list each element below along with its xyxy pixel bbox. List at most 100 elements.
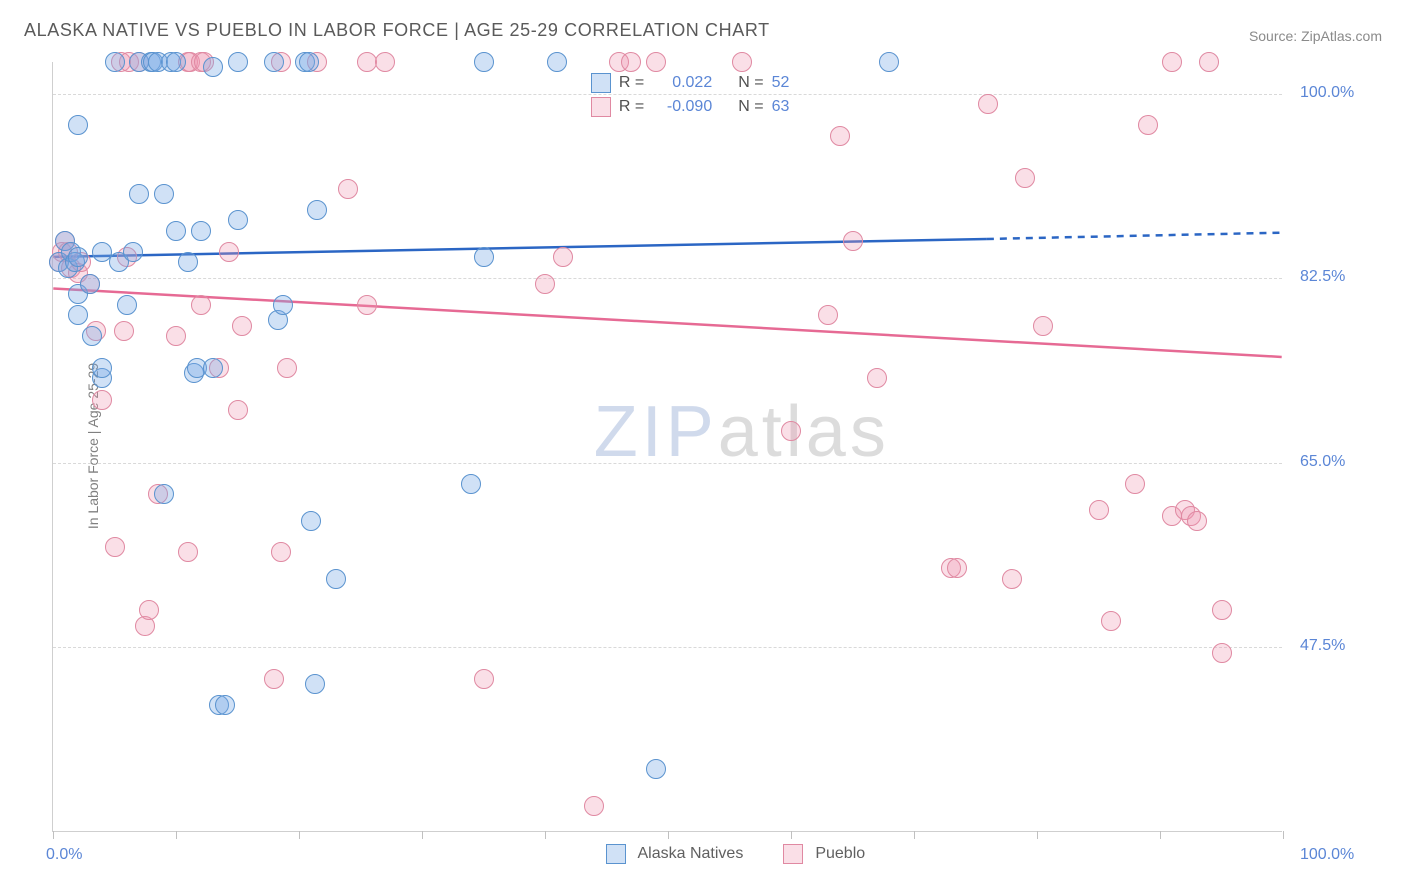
legend-r-value: 0.022 <box>652 71 712 95</box>
x-tick <box>668 831 669 839</box>
point-alaska <box>68 115 88 135</box>
trend-lines-svg <box>53 62 1282 831</box>
x-tick <box>791 831 792 839</box>
point-pueblo <box>105 537 125 557</box>
source-attribution: Source: ZipAtlas.com <box>1249 28 1382 44</box>
x-max-label: 100.0% <box>1300 846 1352 864</box>
point-alaska <box>80 274 100 294</box>
y-tick-label: 82.5% <box>1300 268 1345 286</box>
point-pueblo <box>843 231 863 251</box>
y-tick-label: 100.0% <box>1300 84 1354 102</box>
point-alaska <box>547 52 567 72</box>
point-alaska <box>178 252 198 272</box>
point-pueblo <box>947 558 967 578</box>
point-alaska <box>474 247 494 267</box>
point-alaska <box>307 200 327 220</box>
point-alaska <box>191 221 211 241</box>
point-alaska <box>123 242 143 262</box>
legend-r-label: R = <box>619 71 644 95</box>
legend-n-label: N = <box>738 95 763 119</box>
point-alaska <box>166 221 186 241</box>
point-pueblo <box>139 600 159 620</box>
watermark: ZIPatlas <box>594 391 890 473</box>
legend-swatch <box>606 844 626 864</box>
point-alaska <box>166 52 186 72</box>
legend-n-value: 63 <box>772 95 790 119</box>
legend-r-label: R = <box>619 95 644 119</box>
point-alaska <box>82 326 102 346</box>
point-pueblo <box>1002 569 1022 589</box>
point-pueblo <box>474 669 494 689</box>
gridline-h <box>53 278 1282 279</box>
legend-series-label: Pueblo <box>815 845 865 863</box>
point-alaska <box>105 52 125 72</box>
point-alaska <box>203 57 223 77</box>
point-pueblo <box>1125 474 1145 494</box>
legend-correlation: R =0.022N =52R =-0.090N =63 <box>582 66 798 124</box>
x-tick <box>299 831 300 839</box>
point-pueblo <box>277 358 297 378</box>
point-alaska <box>203 358 223 378</box>
point-alaska <box>129 184 149 204</box>
point-pueblo <box>584 796 604 816</box>
point-alaska <box>228 52 248 72</box>
x-tick <box>545 831 546 839</box>
point-pueblo <box>114 321 134 341</box>
point-pueblo <box>178 542 198 562</box>
x-tick <box>422 831 423 839</box>
point-alaska <box>228 210 248 230</box>
x-tick <box>176 831 177 839</box>
point-alaska <box>215 695 235 715</box>
point-pueblo <box>535 274 555 294</box>
point-pueblo <box>191 295 211 315</box>
point-pueblo <box>818 305 838 325</box>
point-alaska <box>474 52 494 72</box>
point-pueblo <box>1089 500 1109 520</box>
point-pueblo <box>228 400 248 420</box>
point-alaska <box>92 358 112 378</box>
point-pueblo <box>646 52 666 72</box>
point-alaska <box>117 295 137 315</box>
chart-title: ALASKA NATIVE VS PUEBLO IN LABOR FORCE |… <box>24 20 770 41</box>
point-pueblo <box>338 179 358 199</box>
legend-swatch <box>591 97 611 117</box>
point-pueblo <box>357 52 377 72</box>
watermark-zip: ZIP <box>594 392 718 472</box>
gridline-h <box>53 647 1282 648</box>
point-pueblo <box>1162 52 1182 72</box>
point-alaska <box>646 759 666 779</box>
legend-n-value: 52 <box>772 71 790 95</box>
legend-swatch <box>591 73 611 93</box>
point-pueblo <box>264 669 284 689</box>
x-min-label: 0.0% <box>46 846 82 864</box>
x-tick <box>53 831 54 839</box>
point-alaska <box>154 484 174 504</box>
point-pueblo <box>553 247 573 267</box>
point-pueblo <box>1187 511 1207 531</box>
point-pueblo <box>1015 168 1035 188</box>
point-pueblo <box>232 316 252 336</box>
point-pueblo <box>1033 316 1053 336</box>
point-pueblo <box>781 421 801 441</box>
point-alaska <box>68 247 88 267</box>
x-tick <box>914 831 915 839</box>
point-alaska <box>299 52 319 72</box>
point-alaska <box>301 511 321 531</box>
point-pueblo <box>1212 600 1232 620</box>
watermark-atlas: atlas <box>718 392 890 472</box>
legend-n-label: N = <box>738 71 763 95</box>
point-pueblo <box>92 390 112 410</box>
y-tick-label: 65.0% <box>1300 453 1345 471</box>
point-pueblo <box>830 126 850 146</box>
x-tick <box>1283 831 1284 839</box>
point-pueblo <box>978 94 998 114</box>
point-pueblo <box>166 326 186 346</box>
legend-correlation-row: R =-0.090N =63 <box>591 95 789 119</box>
point-pueblo <box>271 542 291 562</box>
point-alaska <box>68 305 88 325</box>
point-pueblo <box>621 52 641 72</box>
point-pueblo <box>219 242 239 262</box>
x-tick <box>1160 831 1161 839</box>
legend-swatch <box>783 844 803 864</box>
point-alaska <box>461 474 481 494</box>
